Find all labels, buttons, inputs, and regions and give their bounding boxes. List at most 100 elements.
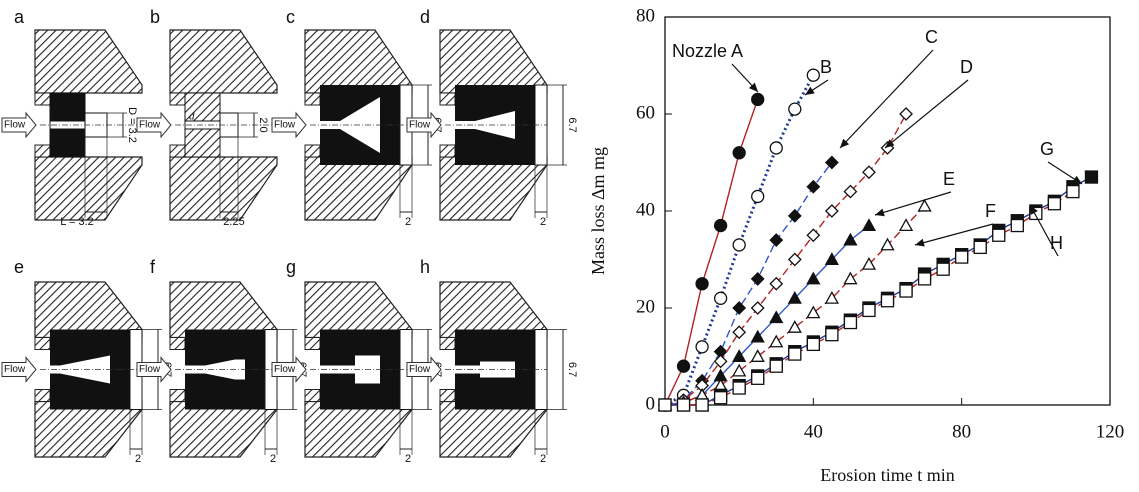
data-point bbox=[843, 315, 858, 330]
flow-label: Flow bbox=[4, 120, 26, 131]
fit-line bbox=[664, 205, 926, 406]
data-point bbox=[917, 272, 932, 286]
data-point bbox=[695, 277, 709, 291]
panel-label: b bbox=[150, 7, 160, 27]
bore-label: d bbox=[56, 355, 62, 367]
flow-label: Flow bbox=[274, 364, 296, 375]
casing bbox=[34, 156, 143, 221]
data-point bbox=[806, 179, 821, 194]
data-point bbox=[806, 305, 821, 319]
data-point bbox=[695, 398, 709, 412]
holder bbox=[439, 92, 456, 106]
data-point bbox=[824, 204, 839, 218]
length-label: L = 3.2 bbox=[60, 216, 94, 228]
fit-line bbox=[664, 113, 907, 406]
bore-label: d bbox=[326, 111, 332, 123]
x-tick-label: 40 bbox=[804, 421, 823, 442]
data-point bbox=[788, 347, 802, 361]
arrow-head bbox=[840, 138, 850, 148]
nozzle-panel: Flow d 6.7 2 bbox=[406, 281, 578, 465]
bore-label: d bbox=[189, 111, 195, 123]
height-label: 2.0 bbox=[257, 117, 269, 132]
data-point bbox=[899, 107, 913, 121]
data-point bbox=[899, 284, 913, 298]
arrow-head bbox=[885, 139, 895, 148]
annotation-arrow bbox=[884, 79, 969, 149]
fit-line bbox=[664, 162, 833, 406]
length-label: 2 bbox=[135, 453, 141, 465]
data-point bbox=[861, 218, 877, 231]
annotation-arrow bbox=[1029, 204, 1059, 257]
data-point bbox=[955, 250, 969, 264]
data-point bbox=[1047, 197, 1062, 211]
holder bbox=[169, 92, 186, 106]
holder bbox=[439, 389, 456, 402]
flow-arrow bbox=[136, 111, 172, 139]
arrow-head bbox=[748, 82, 758, 92]
panel-label: a bbox=[14, 7, 25, 27]
length-label: 2.25 bbox=[223, 216, 244, 228]
bore-label: d bbox=[461, 111, 467, 123]
series-label: D bbox=[960, 57, 973, 77]
y-tick-label: 0 bbox=[646, 393, 656, 414]
x-tick-label: 120 bbox=[1096, 421, 1125, 442]
series-label: B bbox=[820, 57, 832, 77]
data-point bbox=[750, 271, 765, 286]
flow-label: Flow bbox=[4, 364, 26, 375]
data-point bbox=[843, 271, 858, 285]
holder bbox=[169, 144, 186, 158]
nozzle-panel: Flow d 2.0 2.25 bbox=[136, 29, 278, 228]
flow-label: Flow bbox=[274, 120, 296, 131]
x-tick-label: 0 bbox=[660, 421, 670, 442]
data-point bbox=[769, 310, 784, 324]
casing bbox=[34, 29, 143, 94]
bore-label: d bbox=[461, 355, 467, 367]
data-point bbox=[1066, 184, 1080, 199]
data-point bbox=[695, 340, 709, 354]
data-point bbox=[806, 337, 820, 352]
height-label: D = 3.2 bbox=[126, 107, 138, 143]
data-point bbox=[973, 240, 987, 255]
y-tick-label: 60 bbox=[636, 102, 655, 123]
y-tick-label: 20 bbox=[636, 296, 655, 317]
data-point bbox=[880, 237, 895, 251]
height-label: 6.7 bbox=[566, 362, 578, 377]
casing bbox=[169, 156, 278, 221]
data-point bbox=[824, 155, 839, 170]
data-point bbox=[862, 303, 876, 318]
data-point bbox=[732, 146, 746, 160]
y-tick-label: 80 bbox=[636, 5, 655, 26]
holder bbox=[34, 92, 51, 106]
data-point bbox=[806, 68, 820, 82]
holder bbox=[169, 337, 186, 350]
length-label: 2 bbox=[405, 453, 411, 465]
data-point bbox=[751, 92, 765, 107]
holder bbox=[439, 337, 456, 350]
data-point bbox=[825, 328, 839, 342]
length-label: 2 bbox=[540, 216, 546, 228]
flow-label: Flow bbox=[409, 364, 431, 375]
series-label: G bbox=[1040, 139, 1054, 159]
arrow-head bbox=[915, 238, 925, 247]
flow-arrow bbox=[1, 111, 37, 139]
arrow-head bbox=[875, 208, 885, 217]
flow-arrow bbox=[271, 356, 307, 383]
data-point bbox=[732, 363, 747, 377]
holder bbox=[34, 389, 51, 402]
series-label: Nozzle A bbox=[672, 41, 743, 61]
panel-label: e bbox=[14, 257, 24, 277]
data-point bbox=[750, 329, 765, 343]
flow-label: Flow bbox=[139, 364, 161, 375]
holder bbox=[304, 337, 321, 350]
arrow-head bbox=[1030, 205, 1038, 215]
arrow-head bbox=[805, 86, 815, 95]
data-point bbox=[862, 165, 876, 180]
data-point bbox=[732, 325, 747, 340]
data-point bbox=[806, 271, 821, 285]
data-point bbox=[824, 252, 839, 265]
fit-line bbox=[664, 99, 759, 406]
holder bbox=[169, 389, 186, 402]
